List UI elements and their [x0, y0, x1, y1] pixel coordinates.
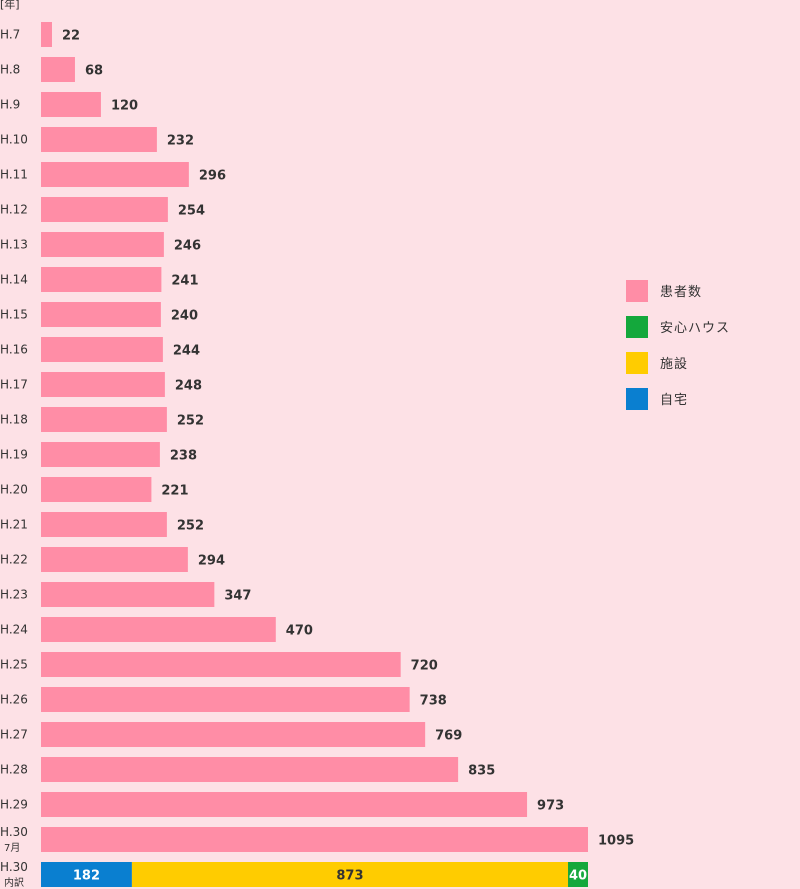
y-tick-label: H.28: [0, 763, 28, 777]
y-tick-label: H.17: [0, 378, 28, 392]
data-label: 738: [420, 694, 447, 709]
y-tick-label: H.26: [0, 693, 28, 707]
bar: [41, 197, 168, 222]
bar: [41, 92, 101, 117]
y-tick-label: H.24: [0, 623, 28, 637]
y-tick-label: H.7: [0, 28, 20, 42]
data-label: 973: [537, 799, 564, 814]
legend-label: 患者数: [660, 285, 702, 300]
bar: [41, 617, 276, 642]
legend-label: 施設: [660, 356, 688, 372]
bar: [41, 162, 189, 187]
data-label: 470: [286, 624, 313, 639]
legend-label: 安心ハウス: [660, 321, 730, 336]
y-tick-label: H.10: [0, 133, 28, 147]
data-label: 248: [175, 379, 202, 394]
y-tick-label: H.25: [0, 658, 28, 672]
bar: [41, 687, 410, 712]
data-label: 296: [199, 169, 226, 184]
bar: [41, 22, 52, 47]
data-label: 68: [85, 64, 103, 79]
y-tick-label: H.9: [0, 98, 20, 112]
y-tick-label: H.22: [0, 553, 28, 567]
y-tick-label: H.15: [0, 308, 28, 322]
bar: [41, 232, 164, 257]
bar: [41, 827, 588, 852]
bar: [41, 547, 188, 572]
data-label: 120: [111, 99, 138, 114]
y-tick-label-breakdown: H.30: [0, 860, 28, 874]
y-tick-label: H.8: [0, 63, 20, 77]
bar: [41, 757, 459, 782]
y-tick-label: H.29: [0, 798, 28, 812]
data-label: 221: [161, 484, 188, 499]
y-unit-label: [年]: [0, 0, 20, 11]
data-label: 252: [177, 414, 204, 429]
y-tick-label: H.13: [0, 238, 28, 252]
segment-label: 182: [73, 869, 100, 884]
data-label: 238: [170, 449, 197, 464]
legend-swatch: [626, 316, 648, 338]
y-tick-label: H.11: [0, 168, 28, 182]
data-label: 240: [171, 309, 198, 324]
bar: [41, 512, 167, 537]
bar: [41, 792, 528, 817]
segment-label: 40: [569, 869, 587, 884]
data-label: 1095: [598, 834, 634, 849]
data-label: 252: [177, 519, 204, 534]
y-tick-label: H.19: [0, 448, 28, 462]
breakdown-segment: [568, 862, 588, 887]
segment-label: 873: [336, 869, 363, 884]
y-tick-label: H.14: [0, 273, 28, 287]
breakdown-segment: [41, 862, 132, 887]
y-tick-label: H.21: [0, 518, 28, 532]
y-tick-label: H.12: [0, 203, 28, 217]
legend-swatch: [626, 352, 648, 374]
data-label: 835: [468, 764, 495, 779]
y-tick-label: H.16: [0, 343, 28, 357]
bar: [41, 407, 167, 432]
y-tick-label: H.23: [0, 588, 28, 602]
bar: [41, 337, 163, 362]
bar: [41, 267, 162, 292]
bar: [41, 582, 215, 607]
data-label: 232: [167, 134, 194, 149]
bar: [41, 442, 160, 467]
bar: [41, 302, 161, 327]
legend-swatch: [626, 280, 648, 302]
y-tick-label: H.30: [0, 825, 28, 839]
data-label: 241: [171, 274, 198, 289]
bar: [41, 477, 152, 502]
bar: [41, 652, 401, 677]
bars-group: H.7 22 H.8 68 H.9 120 H.10 232 H.11 296 H.12 254 H.1…: [0, 22, 634, 889]
bar: [41, 127, 157, 152]
y-tick-label: H.20: [0, 483, 28, 497]
legend-label: 自宅: [660, 393, 688, 408]
legend-swatch: [626, 388, 648, 410]
y-tick-label: H.27: [0, 728, 28, 742]
data-label: 254: [178, 204, 205, 219]
data-label: 22: [62, 29, 80, 44]
bar: [41, 57, 75, 82]
bar: [41, 372, 165, 397]
y-tick-label: H.18: [0, 413, 28, 427]
y-tick-label-sub: 7月: [4, 842, 20, 854]
data-label: 347: [224, 589, 251, 604]
data-label: 246: [174, 239, 201, 254]
breakdown-segment: [131, 862, 569, 887]
data-label: 720: [411, 659, 438, 674]
data-label: 769: [435, 729, 462, 744]
data-label: 244: [173, 344, 200, 359]
bar: [41, 722, 426, 747]
data-label: 294: [198, 554, 225, 569]
y-tick-label-breakdown-sub: 内訳: [4, 876, 24, 889]
